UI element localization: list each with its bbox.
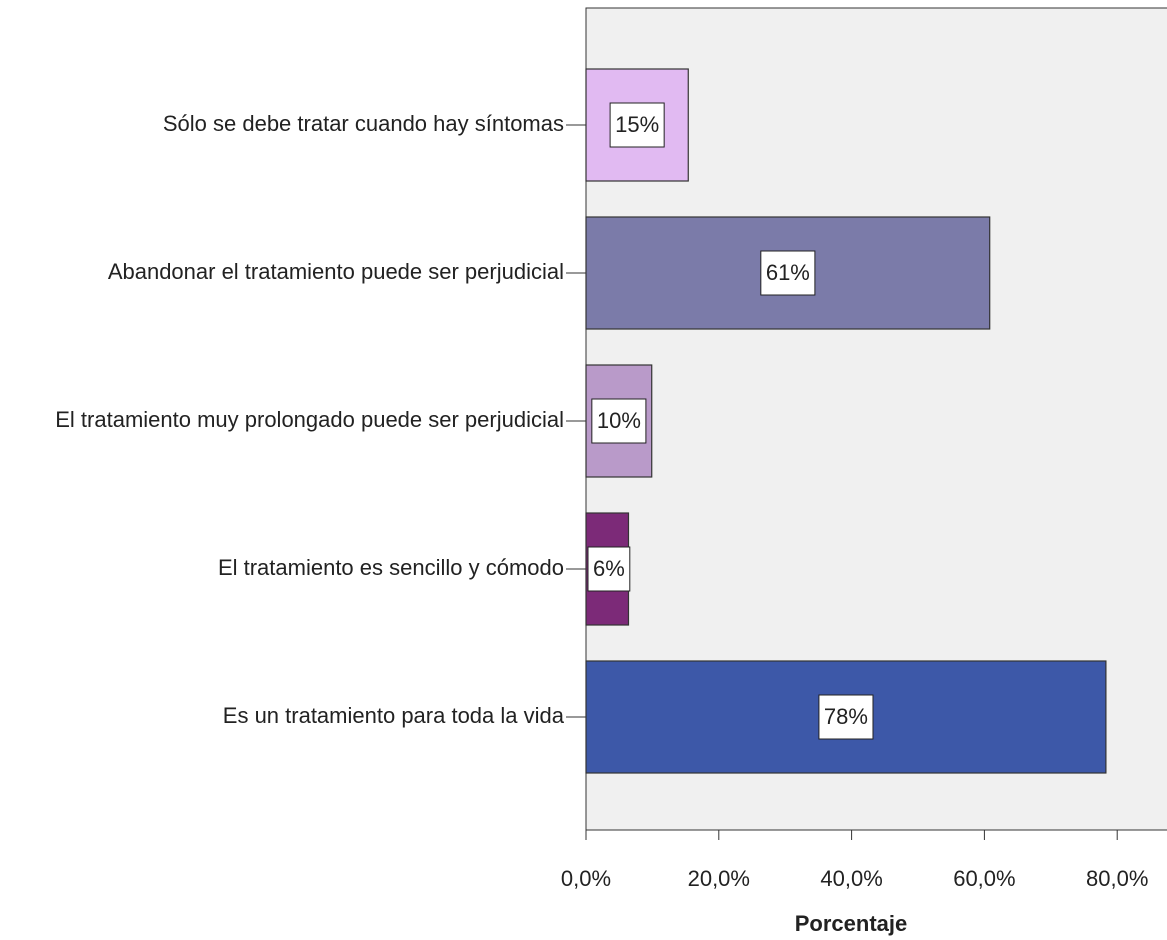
x-tick-label: 20,0% (688, 866, 750, 891)
value-label-box (591, 398, 647, 444)
x-tick-label: 80,0% (1086, 866, 1148, 891)
x-tick-label: 0,0% (561, 866, 611, 891)
y-tick-label: El tratamiento es sencillo y cómodo (218, 555, 564, 580)
value-label-box (760, 250, 816, 296)
y-tick-label: Abandonar el tratamiento puede ser perju… (108, 259, 564, 284)
y-tick-label: El tratamiento muy prolongado puede ser … (55, 407, 564, 432)
x-tick-label: 60,0% (953, 866, 1015, 891)
value-label: 78% (824, 704, 868, 729)
y-tick-label: Es un tratamiento para toda la vida (223, 703, 565, 728)
x-axis-title: Porcentaje (795, 911, 908, 936)
value-label: 10% (597, 408, 641, 433)
value-label: 61% (766, 260, 810, 285)
x-tick-label: 40,0% (820, 866, 882, 891)
value-label-box (818, 694, 874, 740)
value-label: 6% (593, 556, 625, 581)
value-label: 15% (615, 112, 659, 137)
value-label-box (587, 546, 631, 592)
value-label-box (609, 102, 665, 148)
y-tick-label: Sólo se debe tratar cuando hay síntomas (163, 111, 564, 136)
